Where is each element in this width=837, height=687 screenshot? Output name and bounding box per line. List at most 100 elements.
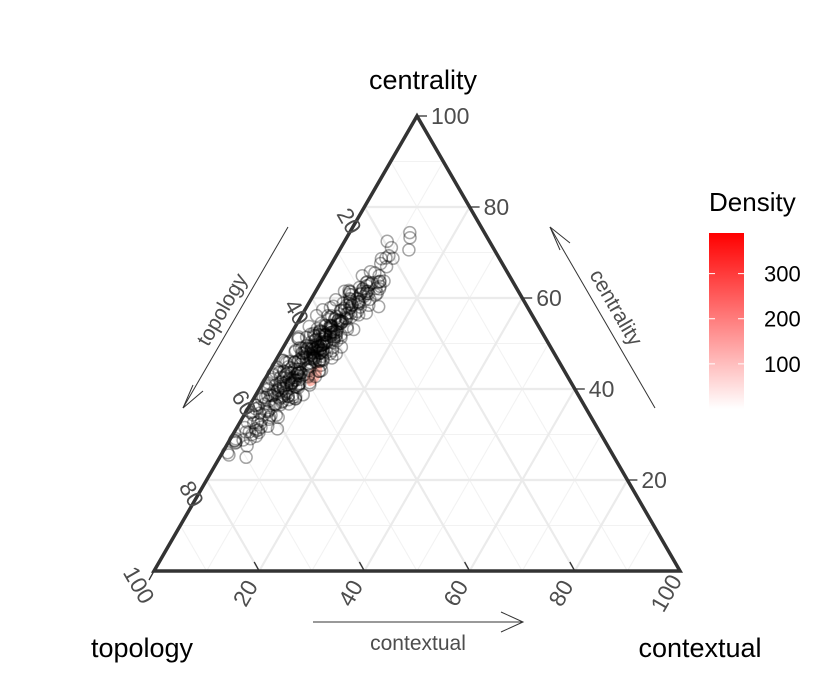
data-point <box>312 346 327 360</box>
legend-title: Density <box>709 187 796 217</box>
legend-tick-label-100: 100 <box>764 352 801 377</box>
data-point <box>236 433 250 447</box>
data-point <box>268 398 283 412</box>
data-point <box>343 292 358 307</box>
data-point <box>266 384 281 399</box>
data-point <box>304 335 319 349</box>
data-point <box>328 312 342 327</box>
data-point <box>321 309 335 323</box>
data-point <box>314 338 328 353</box>
data-point <box>351 308 366 322</box>
gridline-topology-60 <box>258 388 366 572</box>
data-point <box>288 391 303 406</box>
data-point <box>295 346 310 361</box>
data-point <box>272 365 286 380</box>
density-peak <box>306 364 323 387</box>
tick-label-centrality-80: 80 <box>484 194 510 220</box>
tick-topology-20 <box>358 206 365 217</box>
data-point <box>336 296 350 310</box>
data-point <box>329 309 344 323</box>
data-point <box>302 363 316 378</box>
data-point <box>312 364 326 379</box>
data-point <box>312 354 327 369</box>
gridline-contextual-10 <box>206 161 444 572</box>
data-point <box>293 376 307 391</box>
data-point <box>312 364 327 379</box>
data-point <box>338 303 352 317</box>
tick-contextual-40 <box>358 561 365 572</box>
data-point <box>281 389 295 404</box>
data-point <box>370 286 384 301</box>
data-point <box>316 352 330 367</box>
density-contour <box>306 364 323 387</box>
data-point <box>356 284 371 298</box>
data-point <box>343 294 357 308</box>
data-point <box>288 370 303 385</box>
data-point <box>323 321 338 336</box>
data-point <box>340 322 355 336</box>
vertex-label-centrality: centrality <box>369 65 478 95</box>
gridline-topology-30 <box>337 252 523 572</box>
data-point <box>342 291 357 306</box>
data-point <box>274 384 288 399</box>
data-point <box>363 277 377 292</box>
data-point <box>279 355 294 370</box>
data-point <box>243 431 258 446</box>
gridline-topology-10 <box>390 161 628 572</box>
data-point <box>342 297 357 311</box>
data-point <box>303 327 318 342</box>
data-point <box>323 319 338 333</box>
data-point <box>261 403 276 417</box>
data-point <box>271 410 285 425</box>
data-point <box>261 381 276 395</box>
data-point <box>281 389 295 403</box>
contextual-arrow: contextual <box>313 611 525 655</box>
data-point <box>279 384 293 399</box>
data-point <box>334 316 349 330</box>
data-point <box>291 378 305 393</box>
tick-label-contextual-60: 60 <box>438 575 473 610</box>
data-point <box>371 275 385 290</box>
data-point <box>273 381 288 395</box>
data-point <box>273 397 288 412</box>
data-point <box>327 324 341 339</box>
data-point <box>279 375 293 390</box>
data-point <box>292 366 307 380</box>
data-point <box>317 325 331 340</box>
data-point <box>272 392 287 406</box>
data-point <box>287 362 302 377</box>
data-point <box>329 293 343 307</box>
data-point <box>262 410 277 425</box>
data-point <box>264 408 278 423</box>
gridline-contextual-60 <box>468 388 576 572</box>
data-point <box>315 334 329 349</box>
data-point <box>300 362 315 377</box>
data-point <box>303 347 317 362</box>
data-point <box>299 339 314 353</box>
data-point <box>337 301 352 316</box>
data-point <box>311 340 326 354</box>
data-point <box>276 377 291 391</box>
data-point <box>368 266 382 280</box>
data-point <box>291 380 306 395</box>
data-point <box>249 429 263 443</box>
data-point <box>290 362 305 376</box>
data-point <box>320 335 334 349</box>
data-point <box>288 343 303 358</box>
data-point <box>338 311 352 325</box>
data-point <box>326 327 341 341</box>
data-point <box>317 337 331 351</box>
data-point <box>306 345 320 360</box>
data-point <box>251 423 266 437</box>
data-point <box>363 292 377 307</box>
data-point <box>319 328 333 342</box>
data-point <box>315 303 330 317</box>
data-point <box>316 328 331 342</box>
tick-label-contextual-20: 20 <box>228 575 263 610</box>
data-point <box>301 368 316 382</box>
data-point <box>271 382 285 397</box>
data-point <box>318 327 332 342</box>
data-point <box>239 450 253 465</box>
data-point <box>288 345 302 359</box>
data-point <box>285 366 299 380</box>
